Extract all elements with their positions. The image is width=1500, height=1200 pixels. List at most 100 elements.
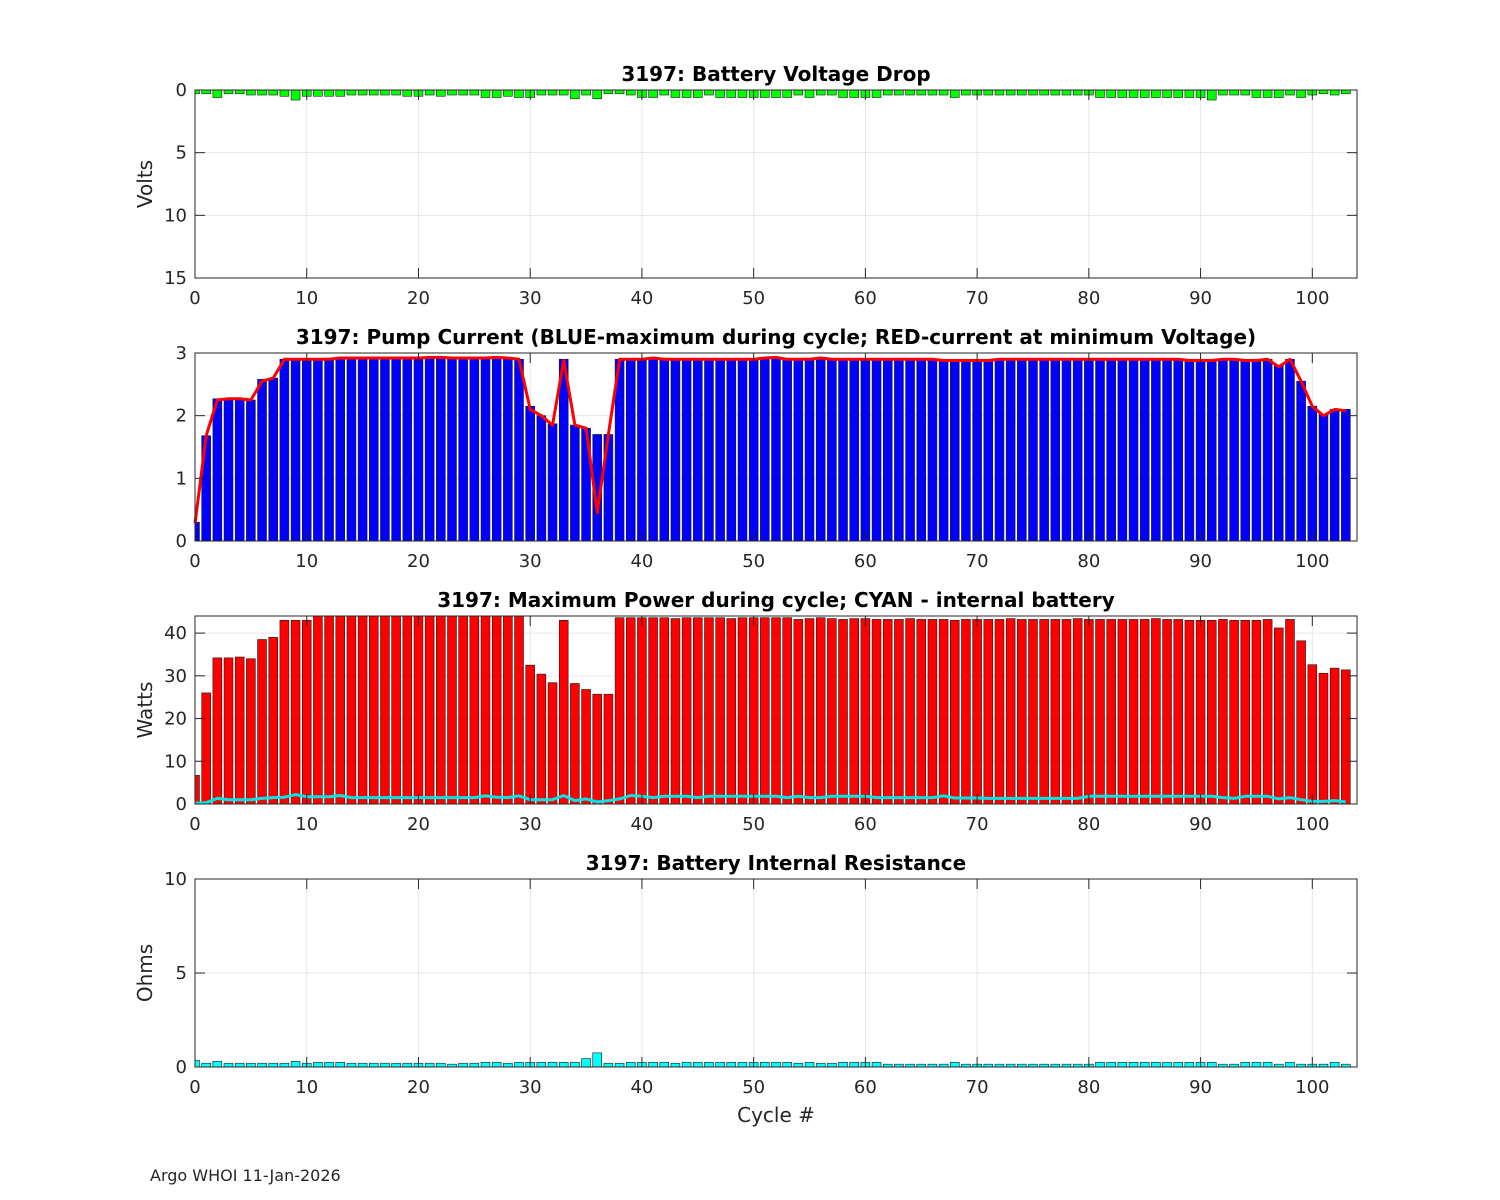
bar xyxy=(1095,1062,1105,1068)
bar xyxy=(704,358,714,542)
bar xyxy=(737,358,748,542)
bar xyxy=(1240,358,1251,542)
bar xyxy=(324,89,334,97)
bar xyxy=(1095,358,1105,542)
y-tick-label: 0 xyxy=(176,794,187,815)
plot-area xyxy=(195,90,1357,278)
bar xyxy=(1251,358,1262,542)
bar xyxy=(1318,414,1329,542)
bar xyxy=(1184,89,1195,98)
bar xyxy=(402,1062,413,1068)
bar xyxy=(827,89,837,96)
bar xyxy=(201,89,211,95)
bar xyxy=(849,89,859,98)
bar xyxy=(793,619,804,805)
bar xyxy=(436,89,446,97)
bar xyxy=(1262,358,1273,542)
bar xyxy=(335,1062,346,1068)
bar xyxy=(1128,619,1139,805)
bar xyxy=(1329,667,1340,805)
bar xyxy=(961,619,971,805)
x-tick-label: 10 xyxy=(295,814,318,835)
bar xyxy=(726,358,737,542)
bar xyxy=(949,89,960,98)
bar xyxy=(480,358,491,542)
bar xyxy=(525,405,535,542)
bar xyxy=(994,358,1005,542)
bar xyxy=(715,617,725,805)
bar xyxy=(346,615,357,805)
bar xyxy=(1262,1062,1273,1068)
bar xyxy=(491,615,502,805)
x-tick-label: 30 xyxy=(519,1077,542,1098)
bar xyxy=(558,1062,569,1068)
bar xyxy=(1318,89,1329,95)
bar xyxy=(972,619,982,805)
bar xyxy=(838,358,848,542)
bar xyxy=(1061,358,1072,542)
y-tick-label: 10 xyxy=(164,869,187,890)
bar xyxy=(670,618,681,805)
bar xyxy=(1061,619,1072,805)
pump-current-panel: 0 10 20 30 40 50 60 70 80 90 100 0 1 2 3 3197: Pump Cur… xyxy=(176,325,1358,572)
bar xyxy=(782,1062,792,1068)
bar xyxy=(760,617,770,805)
bar xyxy=(737,617,748,805)
bar xyxy=(961,358,971,542)
bar xyxy=(1106,89,1116,98)
bar xyxy=(1162,358,1172,542)
bar xyxy=(402,89,413,97)
bar xyxy=(279,358,290,542)
bar xyxy=(771,89,781,98)
x-tick-label: 50 xyxy=(742,288,765,309)
axes-box xyxy=(194,352,1358,542)
bar xyxy=(815,1062,826,1068)
bar xyxy=(279,619,290,805)
bar xyxy=(1139,89,1150,98)
bar xyxy=(1005,358,1016,542)
bar xyxy=(581,89,591,96)
bar xyxy=(894,89,904,96)
bar xyxy=(693,89,703,98)
bar xyxy=(827,1062,837,1068)
bar xyxy=(570,1062,580,1068)
bar xyxy=(1061,89,1072,96)
bar xyxy=(1262,89,1273,98)
bar xyxy=(1151,358,1161,542)
bar xyxy=(1173,1062,1184,1068)
bar xyxy=(838,619,848,805)
y-tick-label: 40 xyxy=(164,623,187,644)
bar xyxy=(1229,619,1239,805)
bar xyxy=(760,358,770,542)
bar xyxy=(324,1062,334,1068)
bar xyxy=(424,89,435,96)
bar xyxy=(380,1062,390,1068)
x-tick-label: 60 xyxy=(854,814,877,835)
bar xyxy=(827,358,837,542)
bar xyxy=(637,617,647,805)
bar xyxy=(1206,619,1217,805)
bar xyxy=(1117,1062,1128,1068)
x-tick-label: 100 xyxy=(1295,551,1329,572)
bar xyxy=(413,358,424,542)
bar xyxy=(771,357,781,542)
chart-title: 3197: Pump Current (BLUE-maximum during … xyxy=(296,325,1256,349)
bar xyxy=(212,657,223,805)
bar xyxy=(1117,89,1128,98)
bar xyxy=(693,617,703,805)
bar xyxy=(458,89,468,96)
bar xyxy=(681,358,692,542)
bar xyxy=(1072,89,1083,96)
bar xyxy=(424,357,435,542)
x-tick-label: 70 xyxy=(966,288,989,309)
bar xyxy=(972,358,982,542)
bar xyxy=(916,619,927,805)
bar xyxy=(480,1062,491,1068)
bar xyxy=(1028,358,1038,542)
bar xyxy=(1206,358,1217,542)
chart-title: 3197: Battery Voltage Drop xyxy=(621,62,930,86)
bar xyxy=(1050,358,1061,542)
x-axis-label: Cycle # xyxy=(737,1103,815,1127)
bar xyxy=(447,615,457,805)
bar xyxy=(882,619,893,805)
